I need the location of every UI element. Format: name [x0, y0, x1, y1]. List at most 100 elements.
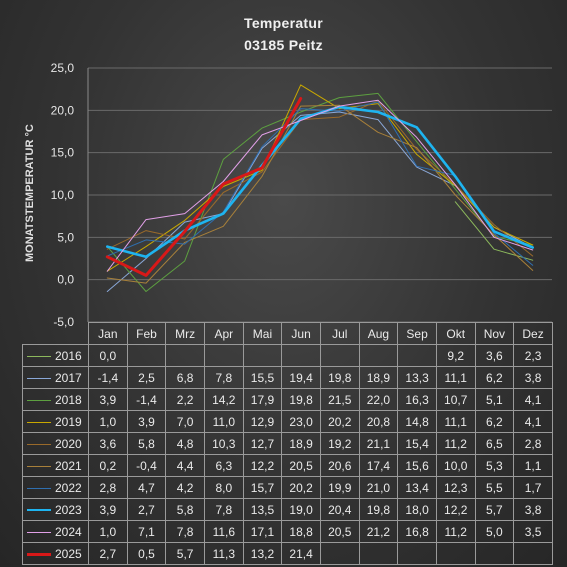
- data-label: [435, 542, 476, 565]
- data-label: 3,8: [513, 498, 553, 521]
- y-tick-label: 10,0: [51, 188, 75, 202]
- data-label: [358, 542, 399, 565]
- data-label: 1,1: [513, 454, 553, 477]
- data-label: 11,1: [435, 410, 476, 433]
- table-row: 2023 3,9 2,7 5,8 7,8 13,5 19,0 20,4 19,8 18,0 12,2…: [22, 498, 553, 521]
- legend-label: 2025: [55, 546, 82, 561]
- data-label: 0,5: [126, 542, 167, 565]
- data-label: 19,8: [281, 388, 321, 411]
- data-label: 0,0: [88, 344, 128, 367]
- data-label: 4,1: [513, 410, 553, 433]
- data-label: 6,8: [165, 366, 205, 389]
- chart-title: Temperatur: [244, 15, 323, 31]
- data-label: 15,7: [242, 476, 283, 499]
- data-label: 2,7: [88, 542, 128, 565]
- x-tick-label: Apr: [203, 322, 244, 345]
- data-label: 5,3: [474, 454, 515, 477]
- data-label: [513, 542, 553, 565]
- data-label: 11,0: [203, 410, 244, 433]
- series-line-2019: [106, 84, 534, 272]
- x-tick-label: Jun: [281, 322, 321, 345]
- data-label: 20,8: [358, 410, 399, 433]
- table-row: 2022 2,8 4,7 4,2 8,0 15,7 20,2 19,9 21,0 13,4 12,3…: [22, 476, 553, 499]
- x-tick-label: Mrz: [165, 322, 205, 345]
- legend-swatch: [27, 377, 51, 379]
- data-label: -0,4: [126, 454, 167, 477]
- data-label: 2,3: [513, 344, 553, 367]
- legend-label: 2020: [55, 436, 82, 451]
- legend-entry: 2024: [22, 520, 89, 543]
- data-label: [319, 344, 360, 367]
- data-label: 3,9: [126, 410, 167, 433]
- legend-entry: 2021: [22, 454, 89, 477]
- data-label: 18,0: [397, 498, 437, 521]
- data-label: 5,0: [474, 520, 515, 543]
- x-tick-label: Nov: [474, 322, 515, 345]
- y-tick-label: 15,0: [51, 146, 75, 160]
- data-label: 3,6: [474, 344, 515, 367]
- data-label: 12,7: [242, 432, 283, 455]
- data-label: 13,4: [397, 476, 437, 499]
- legend-label: 2022: [55, 480, 82, 495]
- data-label: 21,0: [358, 476, 399, 499]
- data-label: 13,5: [242, 498, 283, 521]
- data-label: 18,8: [281, 520, 321, 543]
- data-label: 6,3: [203, 454, 244, 477]
- data-label: 2,7: [126, 498, 167, 521]
- data-label: 19,2: [319, 432, 360, 455]
- data-label: 9,2: [435, 344, 476, 367]
- data-label: 14,2: [203, 388, 244, 411]
- data-label: 4,7: [126, 476, 167, 499]
- data-label: [358, 344, 399, 367]
- data-label: 7,0: [165, 410, 205, 433]
- data-label: 3,5: [513, 520, 553, 543]
- data-label: 16,3: [397, 388, 437, 411]
- data-table: Jan Feb Mrz Apr Mai Jun Jul Aug Sep Okt Nov Dez 2016…: [22, 322, 553, 565]
- legend-entry: 2018: [22, 388, 89, 411]
- series-line-2025: [105, 97, 303, 277]
- legend-swatch: [27, 552, 51, 556]
- table-row: 2019 1,0 3,9 7,0 11,0 12,9 23,0 20,2 20,8 14,8 11,…: [22, 410, 553, 433]
- data-label: 15,6: [397, 454, 437, 477]
- series-line-2016: [454, 201, 534, 261]
- data-label: 11,6: [203, 520, 244, 543]
- data-label: 20,5: [319, 520, 360, 543]
- data-label: 18,9: [358, 366, 399, 389]
- data-label: 5,7: [474, 498, 515, 521]
- data-label: 12,2: [435, 498, 476, 521]
- data-label: 21,1: [358, 432, 399, 455]
- table-row: 2017 -1,4 2,5 6,8 7,8 15,5 19,4 19,8 18,9 13,3 11,…: [22, 366, 553, 389]
- data-label: 10,7: [435, 388, 476, 411]
- table-row: 2016 0,0 9,2 3,6 2,3: [22, 344, 553, 367]
- data-label: 19,4: [281, 366, 321, 389]
- legend-swatch: [27, 399, 51, 401]
- data-label: [474, 542, 515, 565]
- data-label: 3,9: [88, 498, 128, 521]
- data-label: 2,8: [88, 476, 128, 499]
- data-label: 19,9: [319, 476, 360, 499]
- data-label: 5,8: [165, 498, 205, 521]
- data-label: 11,2: [435, 520, 476, 543]
- data-label: 23,0: [281, 410, 321, 433]
- data-label: 12,3: [435, 476, 476, 499]
- chart-subtitle: 03185 Peitz: [244, 37, 323, 53]
- data-label: [281, 344, 321, 367]
- data-label: -1,4: [126, 388, 167, 411]
- data-label: 15,4: [397, 432, 437, 455]
- data-label: 6,2: [474, 366, 515, 389]
- data-label: 3,8: [513, 366, 553, 389]
- data-label: 7,8: [165, 520, 205, 543]
- table-row: 2018 3,9 -1,4 2,2 14,2 17,9 19,8 21,5 22,0 16,3 10…: [22, 388, 553, 411]
- y-tick-label: 25,0: [51, 61, 75, 75]
- data-label: 13,3: [397, 366, 437, 389]
- series-line-2017: [106, 111, 534, 292]
- data-label: 15,5: [242, 366, 283, 389]
- data-label: 5,8: [126, 432, 167, 455]
- x-tick-label: Jan: [88, 322, 128, 345]
- data-label: 12,9: [242, 410, 283, 433]
- data-label: 2,5: [126, 366, 167, 389]
- data-label: 2,2: [165, 388, 205, 411]
- legend-swatch: [27, 355, 51, 357]
- data-label: 4,8: [165, 432, 205, 455]
